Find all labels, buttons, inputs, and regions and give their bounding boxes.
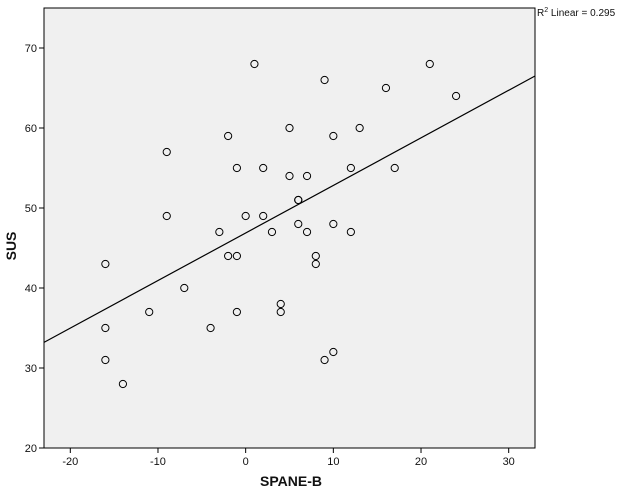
data-point bbox=[101, 259, 110, 269]
y-tick-label: 50 bbox=[25, 203, 37, 215]
data-point bbox=[180, 283, 189, 293]
data-point bbox=[329, 347, 338, 357]
data-point bbox=[285, 171, 294, 181]
data-point bbox=[425, 59, 434, 69]
y-axis: 20 30 40 50 60 70 bbox=[25, 43, 44, 455]
x-tick-label: -20 bbox=[62, 456, 78, 468]
y-tick-label: 40 bbox=[25, 283, 37, 295]
data-point bbox=[162, 147, 171, 157]
x-tick-label: 30 bbox=[503, 456, 515, 468]
data-point bbox=[329, 131, 338, 141]
data-point bbox=[320, 75, 329, 85]
data-point bbox=[250, 59, 259, 69]
x-tick-label: 10 bbox=[327, 456, 339, 468]
x-tick-label: -10 bbox=[150, 456, 166, 468]
r2-label: R bbox=[537, 8, 544, 19]
plot-area bbox=[43, 7, 536, 449]
data-point bbox=[381, 83, 391, 93]
data-point bbox=[276, 307, 285, 317]
x-tick-label: 0 bbox=[243, 456, 249, 468]
x-axis: -20 -10 0 10 20 30 bbox=[62, 448, 515, 468]
data-point bbox=[232, 251, 241, 261]
data-point bbox=[259, 211, 268, 221]
data-point bbox=[355, 123, 364, 133]
y-axis-title: SUS bbox=[3, 232, 19, 261]
y-tick-label: 70 bbox=[25, 43, 37, 55]
data-point bbox=[267, 227, 277, 237]
data-point bbox=[346, 227, 355, 237]
data-point bbox=[294, 219, 303, 229]
data-point bbox=[320, 355, 329, 365]
data-point bbox=[259, 163, 268, 173]
data-point bbox=[302, 227, 312, 237]
data-point bbox=[311, 251, 320, 261]
data-point bbox=[241, 211, 250, 221]
data-point bbox=[232, 163, 241, 173]
data-point bbox=[224, 131, 233, 141]
data-points bbox=[101, 59, 461, 389]
y-tick-label: 20 bbox=[25, 443, 37, 455]
data-point bbox=[346, 163, 355, 173]
data-point bbox=[294, 195, 303, 205]
data-point bbox=[118, 379, 128, 389]
data-point bbox=[215, 227, 224, 237]
data-point bbox=[101, 355, 110, 365]
r2-superscript: 2 bbox=[544, 7, 548, 14]
fit-line-layer bbox=[43, 75, 536, 343]
x-tick-label: 20 bbox=[415, 456, 427, 468]
y-tick-label: 60 bbox=[25, 123, 37, 135]
x-axis-title: SPANE-B bbox=[260, 473, 322, 489]
data-point bbox=[451, 91, 461, 101]
data-point bbox=[232, 307, 241, 317]
data-point bbox=[390, 163, 399, 173]
data-point bbox=[285, 123, 294, 133]
data-point bbox=[145, 307, 154, 317]
y-tick-label: 30 bbox=[25, 363, 37, 375]
data-point bbox=[276, 299, 285, 309]
linear-fit-line bbox=[43, 75, 536, 343]
data-point bbox=[311, 259, 320, 269]
data-point bbox=[162, 211, 171, 221]
data-point bbox=[101, 323, 110, 333]
data-point bbox=[302, 171, 312, 181]
r2-annotation: R2 Linear = 0.295 bbox=[537, 7, 616, 19]
data-point bbox=[329, 219, 338, 229]
r2-value: Linear = 0.295 bbox=[548, 8, 615, 19]
data-point bbox=[206, 323, 215, 333]
data-point bbox=[224, 251, 233, 261]
